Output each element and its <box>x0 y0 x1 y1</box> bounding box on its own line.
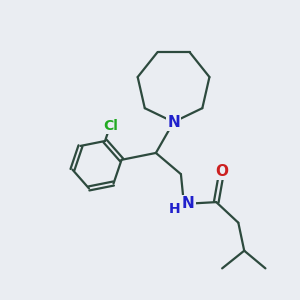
Text: Cl: Cl <box>103 119 118 133</box>
Text: H: H <box>169 202 180 216</box>
Text: O: O <box>216 164 229 179</box>
Text: N: N <box>182 196 195 211</box>
Text: N: N <box>167 115 180 130</box>
